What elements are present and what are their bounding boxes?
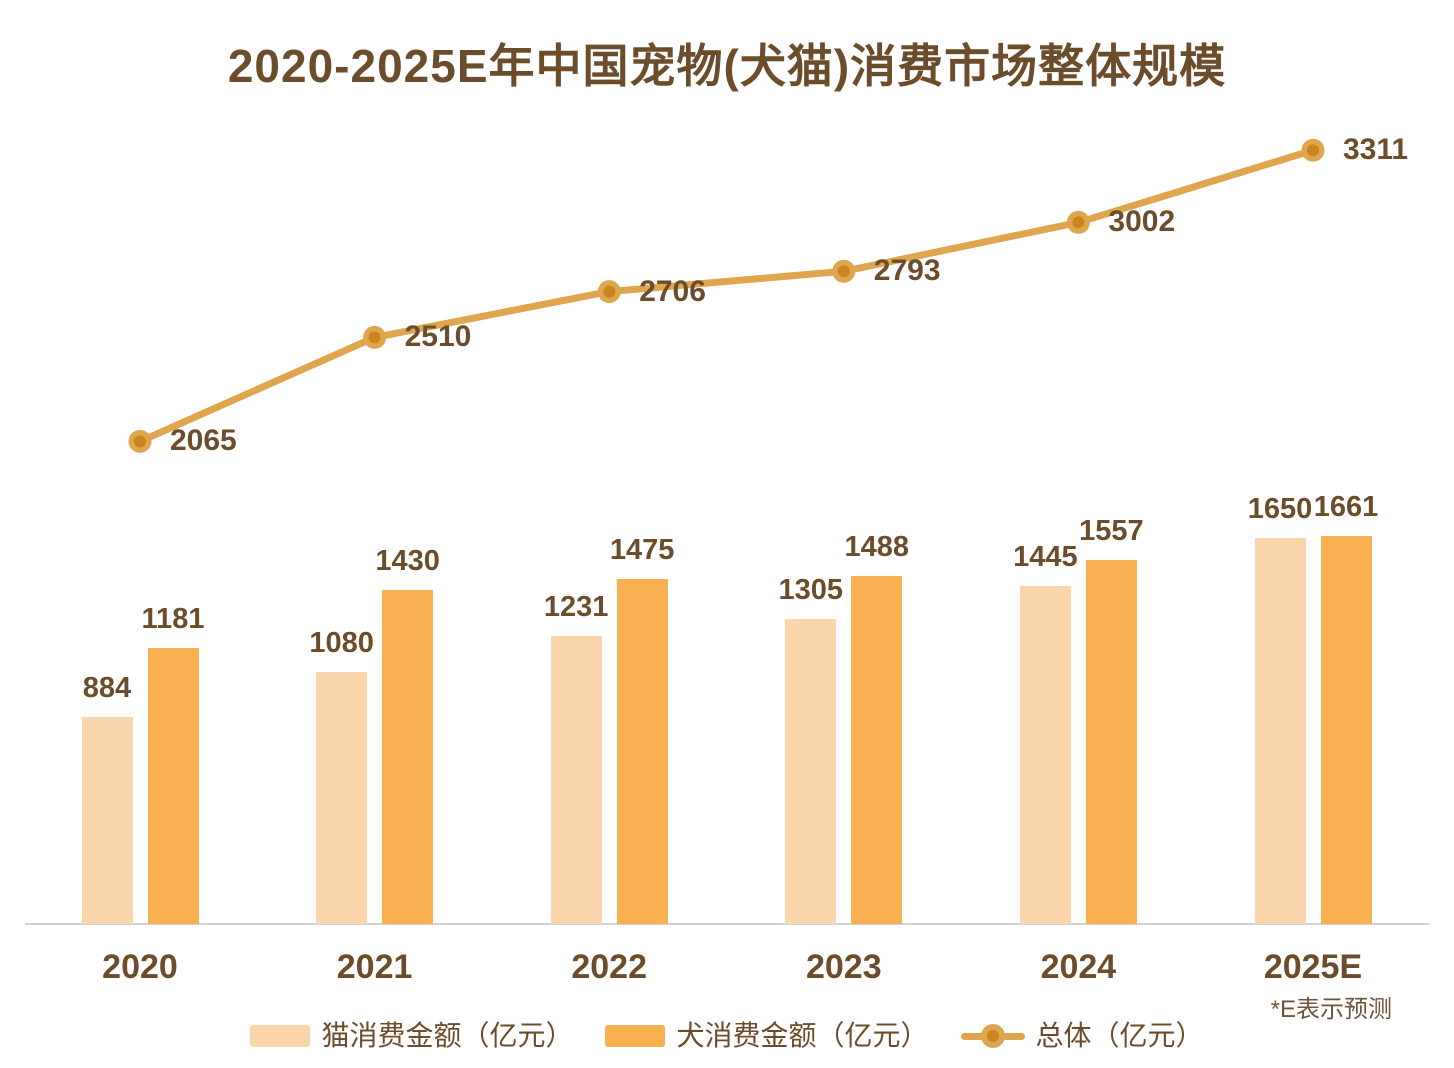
legend-label-total: 总体（亿元） — [1035, 1020, 1204, 1051]
dog-bar-value-2022: 1475 — [609, 534, 675, 566]
line-marker-core-2021 — [368, 331, 381, 344]
cat-bar-value-2020: 884 — [82, 672, 132, 704]
chart-title: 2020-2025E年中国宠物(犬猫)消费市场整体规模 — [227, 40, 1227, 92]
total-line-swatch-icon — [960, 1023, 1025, 1049]
x-axis-label-2025E: 2025E — [1263, 948, 1363, 986]
legend-label-cat: 猫消费金额（亿元） — [321, 1020, 574, 1051]
total-line-path — [136, 146, 1317, 445]
line-marker-core-2025E — [1307, 144, 1319, 157]
cat-bar-2021 — [316, 672, 368, 924]
cat-bar-2022 — [550, 636, 602, 924]
dog-bar-value-2025E: 1661 — [1313, 491, 1379, 523]
dog-bar-2020 — [147, 648, 199, 924]
x-axis-label-2024: 2024 — [1040, 948, 1117, 986]
dog-bar-value-2021: 1430 — [375, 545, 440, 577]
dog-bar-2021 — [382, 590, 434, 924]
cat-bar-2023 — [785, 619, 837, 924]
dog-bar-2025E — [1320, 536, 1372, 924]
line-point-label-2023: 2793 — [873, 254, 941, 288]
legend-item-total: 总体（亿元） — [960, 1020, 1204, 1052]
line-marker-core-2022 — [603, 285, 616, 298]
dog-bar-value-2024: 1557 — [1079, 515, 1144, 547]
dog-bar-2023 — [851, 576, 903, 924]
line-marker-2021 — [363, 325, 387, 349]
line-marker-2022 — [597, 280, 621, 304]
cat-bar-2025E — [1254, 538, 1306, 924]
footnote: *E表示预测 — [1270, 996, 1392, 1023]
cat-bar-value-2025E: 1650 — [1247, 493, 1313, 525]
dog-bar-value-2020: 1181 — [141, 603, 205, 635]
x-axis-label-2020: 2020 — [102, 948, 178, 986]
line-point-label-2020: 2065 — [170, 424, 237, 458]
x-axis-label-2022: 2022 — [571, 948, 647, 986]
legend-item-cat: 猫消费金额（亿元） — [250, 1020, 573, 1052]
cat-bar-swatch-icon — [250, 1025, 311, 1047]
cat-bar-value-2023: 1305 — [778, 574, 844, 606]
cat-bar-2020 — [81, 717, 133, 924]
cat-bar-2024 — [1019, 586, 1071, 924]
line-marker-2024 — [1066, 210, 1090, 234]
cat-bar-value-2022: 1231 — [543, 591, 609, 623]
line-point-label-2022: 2706 — [639, 274, 706, 308]
cat-bar-value-2021: 1080 — [309, 627, 374, 659]
legend: 猫消费金额（亿元） 犬消费金额（亿元） 总体（亿元） — [0, 1020, 1454, 1052]
dog-bar-2024 — [1085, 560, 1137, 924]
dog-bar-swatch-icon — [605, 1025, 666, 1047]
line-marker-icon — [980, 1024, 1005, 1048]
x-axis-label-2023: 2023 — [805, 948, 882, 986]
line-point-label-2021: 2510 — [404, 320, 472, 354]
dog-bar-2022 — [616, 579, 668, 924]
x-axis-line — [25, 923, 1429, 925]
x-axis-label-2021: 2021 — [336, 948, 413, 986]
line-point-label-2025E: 3311 — [1343, 133, 1409, 167]
line-marker-2025E — [1301, 138, 1325, 162]
line-marker-core-2023 — [837, 265, 850, 278]
line-marker-core-2024 — [1072, 216, 1085, 229]
line-marker-core-2020 — [134, 435, 146, 448]
line-marker-2020 — [128, 429, 152, 453]
dog-bar-value-2023: 1488 — [844, 531, 910, 563]
legend-item-dog: 犬消费金额（亿元） — [605, 1020, 929, 1052]
legend-label-dog: 犬消费金额（亿元） — [676, 1020, 929, 1051]
line-marker-2023 — [832, 259, 856, 283]
line-point-label-2024: 3002 — [1108, 205, 1176, 239]
cat-bar-value-2024: 1445 — [1013, 541, 1078, 573]
